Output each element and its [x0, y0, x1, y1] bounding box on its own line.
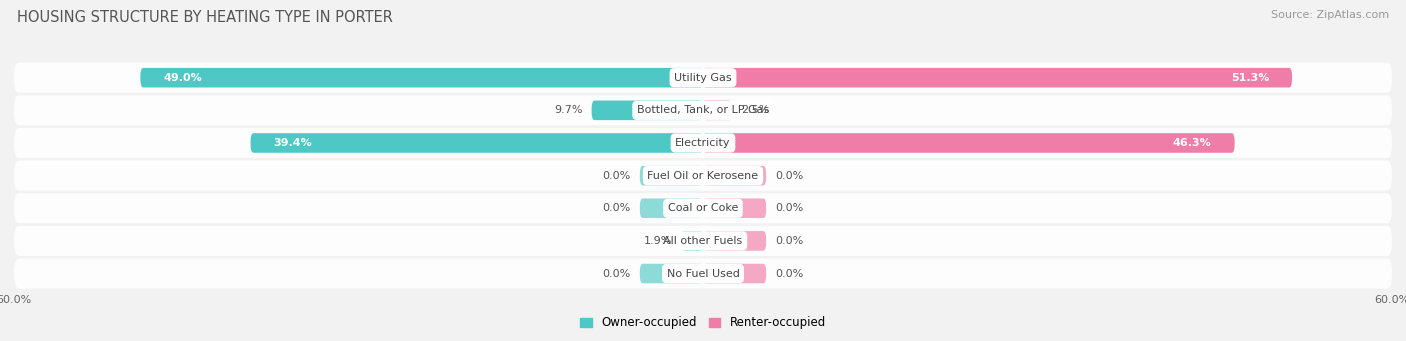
Legend: Owner-occupied, Renter-occupied: Owner-occupied, Renter-occupied [575, 312, 831, 334]
Text: Fuel Oil or Kerosene: Fuel Oil or Kerosene [647, 170, 759, 181]
FancyBboxPatch shape [141, 68, 703, 88]
FancyBboxPatch shape [703, 166, 766, 186]
Text: Bottled, Tank, or LP Gas: Bottled, Tank, or LP Gas [637, 105, 769, 115]
FancyBboxPatch shape [14, 193, 1392, 223]
Text: 0.0%: 0.0% [775, 236, 804, 246]
Text: 39.4%: 39.4% [274, 138, 312, 148]
FancyBboxPatch shape [14, 63, 1392, 93]
FancyBboxPatch shape [14, 161, 1392, 191]
Text: 49.0%: 49.0% [163, 73, 202, 83]
FancyBboxPatch shape [14, 128, 1392, 158]
FancyBboxPatch shape [681, 231, 703, 251]
FancyBboxPatch shape [14, 226, 1392, 256]
Text: 46.3%: 46.3% [1173, 138, 1212, 148]
Text: HOUSING STRUCTURE BY HEATING TYPE IN PORTER: HOUSING STRUCTURE BY HEATING TYPE IN POR… [17, 10, 392, 25]
FancyBboxPatch shape [14, 95, 1392, 125]
FancyBboxPatch shape [703, 264, 766, 283]
Text: 0.0%: 0.0% [602, 268, 631, 279]
Text: Utility Gas: Utility Gas [675, 73, 731, 83]
Text: 9.7%: 9.7% [554, 105, 582, 115]
Text: 0.0%: 0.0% [602, 203, 631, 213]
FancyBboxPatch shape [703, 68, 1292, 88]
Text: 1.9%: 1.9% [644, 236, 672, 246]
Text: 0.0%: 0.0% [775, 268, 804, 279]
Text: All other Fuels: All other Fuels [664, 236, 742, 246]
Text: No Fuel Used: No Fuel Used [666, 268, 740, 279]
Text: Coal or Coke: Coal or Coke [668, 203, 738, 213]
Text: Source: ZipAtlas.com: Source: ZipAtlas.com [1271, 10, 1389, 20]
FancyBboxPatch shape [703, 133, 1234, 153]
Text: Electricity: Electricity [675, 138, 731, 148]
FancyBboxPatch shape [592, 101, 703, 120]
FancyBboxPatch shape [640, 166, 703, 186]
Text: 0.0%: 0.0% [602, 170, 631, 181]
FancyBboxPatch shape [250, 133, 703, 153]
Text: 2.5%: 2.5% [741, 105, 769, 115]
FancyBboxPatch shape [14, 258, 1392, 288]
FancyBboxPatch shape [640, 198, 703, 218]
FancyBboxPatch shape [703, 101, 731, 120]
Text: 51.3%: 51.3% [1230, 73, 1270, 83]
FancyBboxPatch shape [640, 264, 703, 283]
FancyBboxPatch shape [703, 231, 766, 251]
Text: 0.0%: 0.0% [775, 203, 804, 213]
FancyBboxPatch shape [703, 198, 766, 218]
Text: 0.0%: 0.0% [775, 170, 804, 181]
